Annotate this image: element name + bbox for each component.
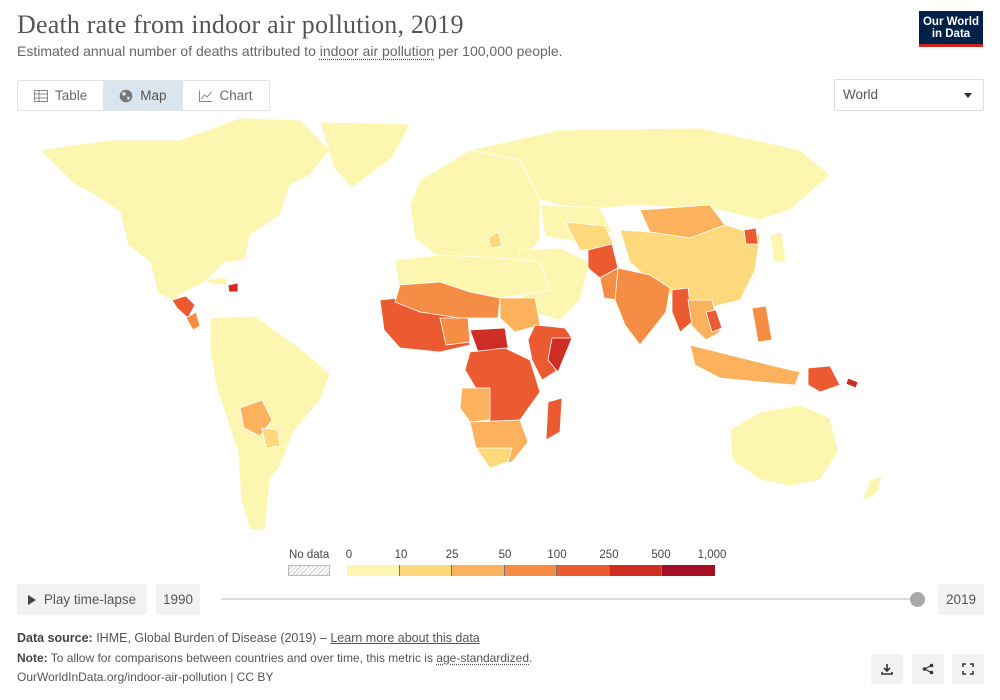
tab-map[interactable]: Map bbox=[103, 81, 183, 110]
chevron-down-icon bbox=[964, 93, 972, 98]
country-new-zealand[interactable] bbox=[861, 475, 883, 503]
legend-no-data-swatch[interactable] bbox=[288, 565, 330, 576]
country-madagascar[interactable] bbox=[545, 397, 563, 441]
region-select[interactable]: World bbox=[834, 79, 984, 111]
legend-tick: 10 bbox=[394, 549, 408, 561]
fullscreen-button[interactable] bbox=[952, 654, 984, 684]
country-japan[interactable] bbox=[769, 231, 787, 263]
view-tabs: Table Map Chart bbox=[17, 80, 270, 111]
legend-bin-4[interactable] bbox=[504, 565, 557, 576]
tab-table[interactable]: Table bbox=[18, 81, 103, 110]
indoor-air-pollution-link[interactable]: indoor air pollution bbox=[319, 43, 435, 59]
legend-bin-6[interactable] bbox=[609, 565, 662, 576]
country-central-asia[interactable] bbox=[564, 221, 616, 251]
age-standardized-link[interactable]: age-standardized bbox=[436, 651, 530, 665]
legend-tick: 500 bbox=[651, 549, 671, 561]
legend-bin-1[interactable] bbox=[347, 565, 400, 576]
timeline-track[interactable] bbox=[221, 598, 918, 600]
country-myanmar[interactable] bbox=[671, 287, 693, 333]
note: Note: To allow for comparisons between c… bbox=[17, 651, 533, 665]
timeline-handle[interactable] bbox=[910, 592, 925, 607]
legend-bin-2[interactable] bbox=[399, 565, 452, 576]
country-sahel[interactable] bbox=[394, 281, 501, 319]
country-bolivia[interactable] bbox=[239, 399, 273, 437]
country-balkans[interactable] bbox=[487, 231, 503, 249]
country-papua-new-guinea[interactable] bbox=[807, 365, 841, 393]
share-button[interactable] bbox=[912, 654, 944, 684]
tab-chart[interactable]: Chart bbox=[183, 81, 269, 110]
source-url[interactable]: OurWorldInData.org/indoor-air-pollution … bbox=[17, 670, 274, 684]
legend-tick: 50 bbox=[498, 549, 512, 561]
legend-tick: 100 bbox=[547, 549, 567, 561]
world-map[interactable] bbox=[0, 112, 1000, 542]
country-philippines[interactable] bbox=[751, 305, 773, 343]
fullscreen-icon bbox=[962, 663, 974, 675]
country-south-africa[interactable] bbox=[475, 447, 513, 469]
country-indonesia[interactable] bbox=[689, 344, 801, 386]
country-central-african-republic[interactable] bbox=[469, 327, 509, 353]
start-year-button[interactable]: 1990 bbox=[156, 584, 200, 615]
table-icon bbox=[34, 89, 48, 102]
legend-tick: 0 bbox=[345, 549, 353, 561]
legend-bin-7[interactable] bbox=[662, 565, 715, 576]
country-guatemala-honduras[interactable] bbox=[171, 295, 196, 319]
legend-tick: 250 bbox=[599, 549, 619, 561]
chart-title: Death rate from indoor air pollution, 20… bbox=[17, 10, 464, 39]
globe-icon bbox=[119, 89, 133, 102]
learn-more-link[interactable]: Learn more about this data bbox=[330, 631, 480, 645]
owid-logo[interactable]: Our World in Data bbox=[919, 11, 983, 47]
country-india[interactable] bbox=[614, 267, 671, 346]
country-north-america[interactable] bbox=[39, 117, 331, 301]
share-icon bbox=[922, 663, 934, 675]
country-nicaragua[interactable] bbox=[185, 311, 201, 331]
line-chart-icon bbox=[198, 90, 213, 102]
country-russia[interactable] bbox=[469, 127, 831, 221]
country-paraguay[interactable] bbox=[261, 427, 281, 449]
country-angola[interactable] bbox=[459, 387, 491, 423]
country-cuba[interactable] bbox=[204, 276, 229, 286]
country-somalia[interactable] bbox=[547, 337, 573, 373]
country-australia[interactable] bbox=[729, 404, 839, 487]
country-haiti[interactable] bbox=[227, 282, 239, 293]
legend-tick: 1,000 bbox=[697, 549, 727, 561]
country-europe[interactable] bbox=[409, 149, 541, 263]
chart-subtitle: Estimated annual number of deaths attrib… bbox=[17, 43, 563, 59]
legend-no-data-label: No data bbox=[289, 549, 330, 561]
legend-tick: 25 bbox=[445, 549, 459, 561]
country-greenland[interactable] bbox=[319, 121, 411, 189]
data-source: Data source: IHME, Global Burden of Dise… bbox=[17, 631, 480, 645]
legend-bin-5[interactable] bbox=[557, 565, 610, 576]
country-laos-cambodia[interactable] bbox=[705, 309, 723, 333]
play-timelapse-button[interactable]: Play time-lapse bbox=[17, 584, 147, 615]
end-year-button[interactable]: 2019 bbox=[938, 584, 984, 615]
country-north-korea[interactable] bbox=[743, 227, 759, 245]
country-nigeria[interactable] bbox=[439, 317, 471, 346]
legend-bin-3[interactable] bbox=[452, 565, 505, 576]
country-sudan[interactable] bbox=[499, 297, 541, 333]
download-button[interactable] bbox=[871, 654, 903, 684]
download-icon bbox=[881, 664, 893, 675]
country-solomon-islands[interactable] bbox=[845, 377, 859, 389]
legend-color-bins bbox=[347, 565, 715, 576]
play-icon bbox=[27, 594, 36, 605]
